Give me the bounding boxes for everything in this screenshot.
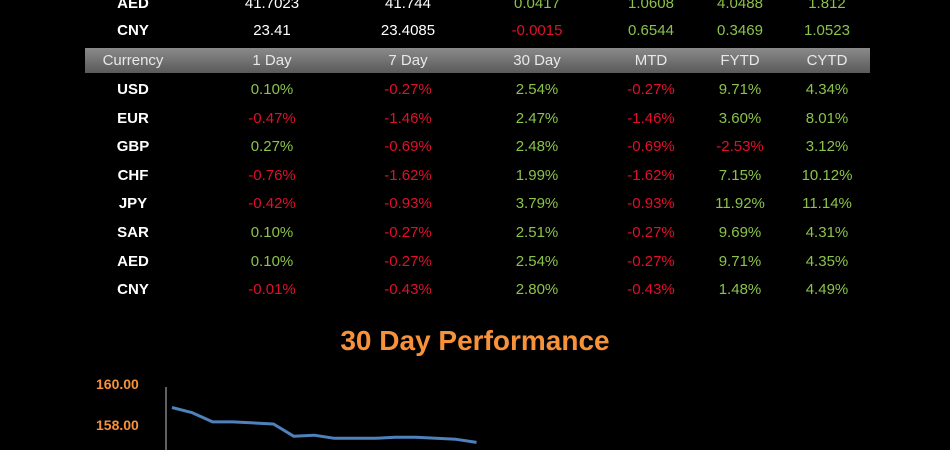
table-cell: 23.41: [253, 22, 291, 39]
y-tick-label: 158.00: [96, 417, 139, 433]
table-cell: 0.27%: [250, 138, 294, 156]
table-header: Currency 1 Day 7 Day 30 Day MTD FYTD CYTD: [85, 48, 870, 73]
table-cell: 9.71%: [718, 252, 762, 270]
table-cell: 2.47%: [515, 109, 559, 127]
table-cell: 41.744: [385, 0, 431, 12]
table-cell: -1.62%: [384, 166, 432, 184]
table-cell: 7.15%: [718, 166, 762, 184]
table-cell: -0.47%: [248, 109, 296, 127]
currency-code: AED: [117, 0, 149, 12]
table-cell: 4.34%: [805, 81, 849, 98]
column-header: 1 Day: [252, 52, 292, 69]
table-row: AED 41.7023 41.744 0.0417 1.0608 4.0488 1.812: [0, 0, 950, 18]
table-cell: 4.49%: [805, 281, 849, 299]
table-cell: -0.27%: [384, 252, 432, 270]
column-header: FYTD: [720, 52, 760, 69]
table-cell: 0.10%: [250, 252, 294, 270]
table-cell: 9.71%: [718, 81, 762, 98]
table-cell: 23.4085: [380, 22, 436, 39]
table-cell: -0.69%: [627, 138, 675, 156]
currency-code: USD: [117, 81, 149, 98]
series-line: [171, 406, 477, 444]
currency-code: CHF: [117, 166, 149, 184]
table-cell: -0.27%: [384, 81, 432, 98]
table-cell: -0.93%: [384, 195, 432, 213]
table-cell: 0.6544: [628, 22, 674, 39]
table-cell: 0.10%: [250, 81, 294, 98]
table-row: JPY -0.42% -0.93% 3.79% -0.93% 11.92% 11.14%: [0, 190, 950, 218]
currency-code: GBP: [116, 138, 150, 156]
table-cell: -0.27%: [627, 252, 675, 270]
table-cell: -0.0015: [511, 22, 563, 39]
column-header: CYTD: [806, 52, 848, 69]
table-cell: 11.14%: [802, 195, 852, 213]
table-cell: 2.80%: [515, 281, 559, 299]
table-row: EUR -0.47% -1.46% 2.47% -1.46% 3.60% 8.01%: [0, 105, 950, 133]
table-cell: 3.79%: [515, 195, 559, 213]
currency-code: AED: [117, 252, 149, 270]
table-row: AED 0.10% -0.27% 2.54% -0.27% 9.71% 4.35%: [0, 248, 950, 276]
table-cell: -0.43%: [627, 281, 675, 299]
table-cell: 2.54%: [515, 81, 559, 98]
table-cell: 1.99%: [515, 166, 559, 184]
table-cell: -0.27%: [627, 81, 675, 98]
table-cell: 1.48%: [718, 281, 762, 299]
table-cell: -0.42%: [248, 195, 296, 213]
currency-code: CNY: [117, 22, 149, 39]
table-cell: 3.60%: [718, 109, 762, 127]
chart-title: 30 Day Performance: [340, 325, 610, 356]
table-cell: -1.46%: [627, 109, 675, 127]
table-cell: -0.27%: [627, 224, 675, 241]
table-cell: 1.0523: [804, 22, 850, 39]
table-row: CNY 23.41 23.4085 -0.0015 0.6544 0.3469 1.0523: [0, 17, 950, 45]
currency-code: CNY: [117, 281, 149, 299]
table-cell: 1.0608: [628, 0, 674, 12]
table-row: CHF -0.76% -1.62% 1.99% -1.62% 7.15% 10.12%: [0, 162, 950, 190]
table-cell: -0.76%: [248, 166, 296, 184]
table-cell: 0.3469: [717, 22, 763, 39]
table-cell: 0.0417: [514, 0, 560, 12]
table-cell: 3.12%: [805, 138, 849, 156]
table-cell: 4.0488: [717, 0, 763, 12]
y-tick-label: 160.00: [96, 376, 139, 392]
currency-code: EUR: [117, 109, 149, 127]
table-row: GBP 0.27% -0.69% 2.48% -0.69% -2.53% 3.12%: [0, 133, 950, 161]
table-cell: -0.69%: [384, 138, 432, 156]
table-cell: -0.43%: [384, 281, 432, 299]
table-cell: 2.51%: [515, 224, 559, 241]
table-cell: -0.27%: [384, 224, 432, 241]
table-cell: 8.01%: [805, 109, 849, 127]
table-cell: 2.48%: [515, 138, 559, 156]
table-cell: 10.12%: [801, 166, 853, 184]
table-cell: -0.93%: [627, 195, 675, 213]
table-cell: -1.62%: [627, 166, 675, 184]
table-cell: 0.10%: [250, 224, 294, 241]
table-row: SAR 0.10% -0.27% 2.51% -0.27% 9.69% 4.31%: [0, 219, 950, 247]
table-cell: -0.01%: [248, 281, 296, 299]
table-cell: 4.31%: [805, 224, 849, 241]
table-cell: -1.46%: [384, 109, 432, 127]
table-cell: 11.92%: [715, 195, 765, 213]
table-cell: -2.53%: [716, 138, 764, 156]
table-cell: 41.7023: [244, 0, 300, 12]
table-cell: 2.54%: [515, 252, 559, 270]
currency-code: JPY: [118, 195, 148, 213]
currency-code: SAR: [117, 224, 149, 241]
table-cell: 4.35%: [805, 252, 849, 270]
column-header: MTD: [634, 52, 668, 69]
table-row: USD 0.10% -0.27% 2.54% -0.27% 9.71% 4.34%: [0, 76, 950, 104]
column-header: 30 Day: [513, 52, 561, 69]
column-header: Currency: [102, 52, 164, 69]
column-header: 7 Day: [388, 52, 428, 69]
table-cell: 1.812: [808, 0, 846, 12]
table-cell: 9.69%: [718, 224, 762, 241]
table-row: CNY -0.01% -0.43% 2.80% -0.43% 1.48% 4.49%: [0, 276, 950, 304]
